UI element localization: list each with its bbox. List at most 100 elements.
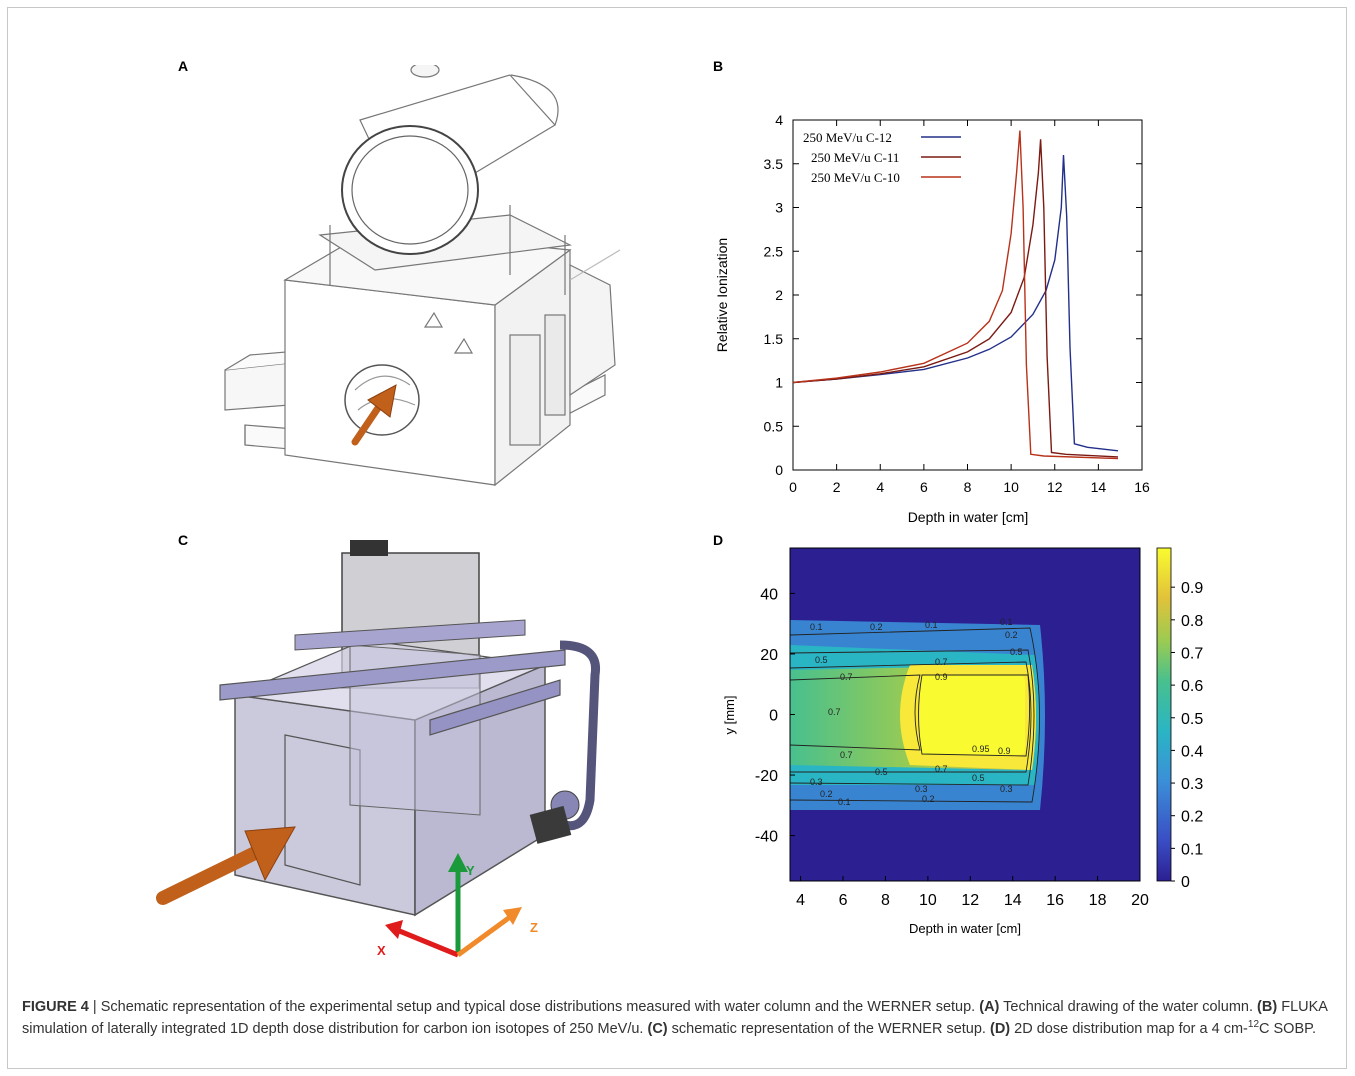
legend-label-3: 250 MeV/u C-10 (811, 170, 900, 185)
y-tick-label: 40 (760, 586, 778, 603)
svg-text:0.95: 0.95 (972, 744, 990, 754)
coordinate-axes: Y X Z (377, 853, 538, 958)
panel-letter-b: B (713, 58, 724, 74)
svg-text:0.1: 0.1 (1000, 617, 1013, 627)
svg-text:0.3: 0.3 (915, 784, 928, 794)
panel-letter-c: C (178, 532, 189, 548)
werner-setup-drawing: Y X Z (156, 540, 601, 958)
caption-text-d: 2D dose distribution map for a 4 cm- (1014, 1021, 1248, 1037)
caption-text-b: FLUKA simulation of laterally integrated… (22, 999, 1328, 1037)
x-tick-label: 0 (789, 479, 797, 495)
colorbar-tick-label: 0.6 (1181, 678, 1203, 695)
x-tick-label: 12 (1047, 479, 1063, 495)
depth-dose-chart: 0 0.5 1 1.5 2 2.5 3 3.5 4 0 2 4 6 8 10 12 14 16 250 MeV/… (714, 112, 1150, 525)
x-tick-label: 18 (1089, 892, 1107, 909)
x-tick-label: 10 (1003, 479, 1019, 495)
x-tick-label: 4 (796, 892, 805, 909)
y-tick-label: 1.5 (764, 331, 784, 347)
dose-map-chart: 0.1 0.2 0.1 0.1 0.2 0.5 0.5 0.7 0.7 0.9 0.7 0.7… (722, 547, 1203, 936)
svg-text:0.7: 0.7 (935, 657, 948, 667)
panel-letter-a: A (178, 58, 189, 74)
svg-text:0.2: 0.2 (922, 794, 935, 804)
figure-caption: FIGURE 4 | Schematic representation of t… (22, 996, 1332, 1040)
caption-ref-d: (D) (990, 1021, 1011, 1037)
x-tick-label: 2 (833, 479, 841, 495)
x-tick-label: 6 (920, 479, 928, 495)
svg-text:0.5: 0.5 (875, 767, 888, 777)
svg-text:0.9: 0.9 (998, 746, 1011, 756)
x-tick-label: 16 (1134, 479, 1150, 495)
x-axis-label: Depth in water [cm] (909, 921, 1021, 936)
series-line-2 (792, 139, 1119, 458)
x-tick-label: 20 (1131, 892, 1149, 909)
beam-arrow-c (156, 826, 296, 905)
legend-label-1: 250 MeV/u C-12 (803, 130, 892, 145)
caption-isotope-mass: 12 (1247, 1019, 1260, 1031)
x-tick-label: 12 (961, 892, 979, 909)
svg-text:0.2: 0.2 (870, 622, 883, 632)
svg-text:0.5: 0.5 (1010, 647, 1023, 657)
y-tick-label: 0 (769, 708, 778, 725)
x-tick-label: 8 (964, 479, 972, 495)
caption-text-a: Technical drawing of the water column. (1003, 999, 1254, 1015)
caption-ref-c: (C) (647, 1021, 668, 1037)
panel-letter-d: D (713, 532, 724, 548)
svg-text:0.1: 0.1 (810, 622, 823, 632)
svg-text:0.7: 0.7 (840, 750, 853, 760)
y-tick-label: 20 (760, 647, 778, 664)
figure-label: FIGURE 4 (22, 999, 89, 1015)
y-tick-label: 4 (775, 112, 783, 128)
y-axis-label: Relative Ionization (714, 238, 730, 352)
svg-text:0.2: 0.2 (820, 789, 833, 799)
colorbar-tick-label: 0.9 (1181, 580, 1203, 597)
svg-text:0.3: 0.3 (810, 777, 823, 787)
colorbar-tick-label: 0.7 (1181, 645, 1203, 662)
caption-text-d-end: C SOBP. (1259, 1021, 1316, 1037)
x-tick-label: 10 (919, 892, 937, 909)
colorbar-tick-label: 0.8 (1181, 613, 1203, 630)
caption-separator: | (92, 999, 97, 1015)
y-tick-label: -20 (755, 768, 778, 785)
figure-frame (7, 7, 1347, 1069)
y-axis-label: y [mm] (722, 696, 737, 735)
x-tick-label: 16 (1046, 892, 1064, 909)
legend-label-2: 250 MeV/u C-11 (811, 150, 899, 165)
colorbar-tick-label: 0.5 (1181, 711, 1203, 728)
svg-text:0.7: 0.7 (935, 764, 948, 774)
y-tick-label: 3.5 (764, 156, 784, 172)
axis-label-z: Z (530, 920, 538, 935)
colorbar-tick-label: 0.4 (1181, 743, 1203, 760)
series-line-3 (792, 130, 1119, 460)
x-tick-label: 8 (881, 892, 890, 909)
axis-label-x: X (377, 943, 386, 958)
svg-text:0.1: 0.1 (838, 797, 851, 807)
y-tick-label: 1 (775, 375, 783, 391)
x-tick-label: 4 (876, 479, 884, 495)
svg-text:0.7: 0.7 (828, 707, 841, 717)
y-tick-label: 0.5 (764, 418, 784, 434)
x-tick-label: 14 (1004, 892, 1022, 909)
y-tick-label: -40 (755, 829, 778, 846)
colorbar (1156, 547, 1172, 882)
caption-text-c: schematic representation of the WERNER s… (671, 1021, 986, 1037)
x-axis-label: Depth in water [cm] (908, 509, 1029, 525)
x-tick-label: 14 (1091, 479, 1107, 495)
svg-text:0.3: 0.3 (1000, 784, 1013, 794)
y-tick-label: 0 (775, 462, 783, 478)
svg-text:0.5: 0.5 (815, 655, 828, 665)
caption-ref-a: (A) (979, 999, 1000, 1015)
series-line-1 (792, 154, 1119, 452)
beam-arrow (351, 384, 397, 446)
svg-text:0.1: 0.1 (925, 620, 938, 630)
colorbar-tick-label: 0.1 (1181, 841, 1203, 858)
colorbar-tick-label: 0.2 (1181, 809, 1203, 826)
y-tick-label: 2.5 (764, 243, 784, 259)
svg-text:0.2: 0.2 (1005, 630, 1018, 640)
colorbar-tick-label: 0 (1181, 874, 1190, 891)
y-tick-label: 2 (775, 287, 783, 303)
svg-text:0.7: 0.7 (840, 672, 853, 682)
water-column-drawing (224, 65, 621, 487)
colorbar-tick-label: 0.3 (1181, 776, 1203, 793)
svg-text:0.5: 0.5 (972, 773, 985, 783)
x-tick-label: 6 (839, 892, 848, 909)
